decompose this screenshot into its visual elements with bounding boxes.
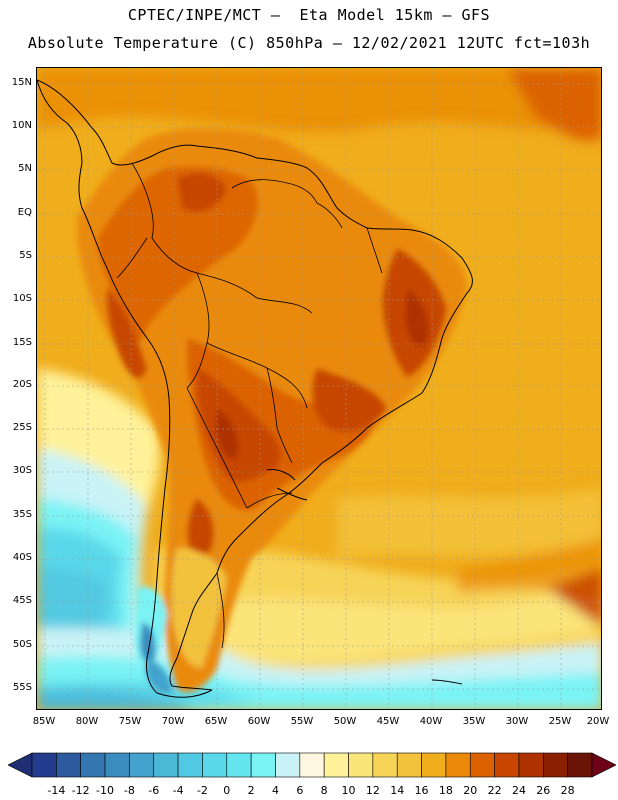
country-borders [116,162,383,649]
lat-label: 15S [12,337,32,348]
colorbar-swatch [372,752,398,778]
lon-label: 85W [32,716,56,727]
colorbar-swatch [348,752,374,778]
lat-label: 15N [11,77,32,88]
colorbar-tick-label: 10 [341,784,356,797]
lat-label: 40S [12,552,32,563]
colorbar-tick-label: -8 [123,784,135,797]
lon-label: 30W [505,716,529,727]
lat-label: 5N [18,163,32,174]
lat-label: 55S [12,682,32,693]
coastlines [37,79,473,698]
colorbar-tick-label: 8 [320,784,328,797]
lat-label: 10S [12,293,32,304]
colorbar-swatch [56,752,81,778]
colorbar-tick-label: 14 [390,784,405,797]
colorbar-swatch [396,752,422,778]
map-title-line2: Absolute Temperature (C) 850hPa — 12/02/… [27,34,591,52]
colorbar-tick-label: 16 [414,784,429,797]
colorbar-swatch [421,752,447,778]
colorbar-tick-label: 28 [560,784,575,797]
lon-label: 60W [247,716,271,727]
map-title-line1: CPTEC/INPE/MCT — Eta Model 15km — GFS [127,6,491,24]
lon-label: 70W [161,716,185,727]
colorbar-tick-label: -2 [196,784,208,797]
colorbar-tick-label: -14 [47,784,66,797]
lat-label: 25S [12,422,32,433]
lat-lon-grid [37,68,601,709]
colorbar-high-arrow [591,752,616,778]
colorbar-tick-label: -4 [172,784,184,797]
lon-label: 40W [419,716,443,727]
lon-label: 35W [462,716,486,727]
lon-label: 75W [118,716,142,727]
colorbar-swatch [469,752,495,778]
lat-label: 20S [12,379,32,390]
temperature-map [36,67,602,710]
colorbar-swatch [177,752,203,778]
colorbar-swatch [153,752,179,778]
colorbar-tick-label: 0 [223,784,231,797]
colorbar-low-arrow [8,752,33,778]
lat-label: 10N [11,120,32,131]
lat-label: 35S [12,509,32,520]
colorbar-tick-label: 26 [536,784,551,797]
colorbar-swatch [494,752,520,778]
colorbar-tick-label: -10 [96,784,115,797]
colorbar-swatch [226,752,252,778]
lon-label: 55W [290,716,314,727]
lat-label: EQ [17,207,32,218]
temperature-field [37,68,601,709]
colorbar-swatch [31,752,57,778]
colorbar-swatch [445,752,471,778]
lat-label: 45S [12,595,32,606]
colorbar-tick-label: 18 [438,784,453,797]
colorbar-tick-label: -6 [148,784,160,797]
colorbar-tick-label: 6 [296,784,304,797]
lon-label: 45W [376,716,400,727]
lon-label: 25W [548,716,572,727]
colorbar-swatch [202,752,228,778]
colorbar-tick-label: -12 [71,784,90,797]
colorbar-swatch [129,752,155,778]
colorbar-tick-label: 20 [463,784,478,797]
temperature-colorbar [8,752,616,778]
colorbar-swatch [543,752,568,778]
colorbar-swatch [299,752,325,778]
lat-label: 50S [12,639,32,650]
colorbar-swatch [518,752,544,778]
colorbar-swatch [567,752,593,778]
colorbar-swatch [323,752,349,778]
colorbar-tick-label: 12 [365,784,380,797]
colorbar-swatch [104,752,130,778]
lat-label: 30S [12,465,32,476]
colorbar-tick-label: 2 [247,784,255,797]
colorbar-swatch [250,752,276,778]
colorbar-tick-label: 24 [511,784,526,797]
colorbar-swatch [80,752,106,778]
colorbar-tick-label: 4 [271,784,279,797]
lon-label: 80W [75,716,99,727]
lon-label: 65W [204,716,228,727]
lat-label: 5S [19,250,32,261]
colorbar-swatch [275,752,301,778]
lon-label: 50W [333,716,357,727]
colorbar-tick-label: 22 [487,784,502,797]
lon-label: 20W [586,716,610,727]
